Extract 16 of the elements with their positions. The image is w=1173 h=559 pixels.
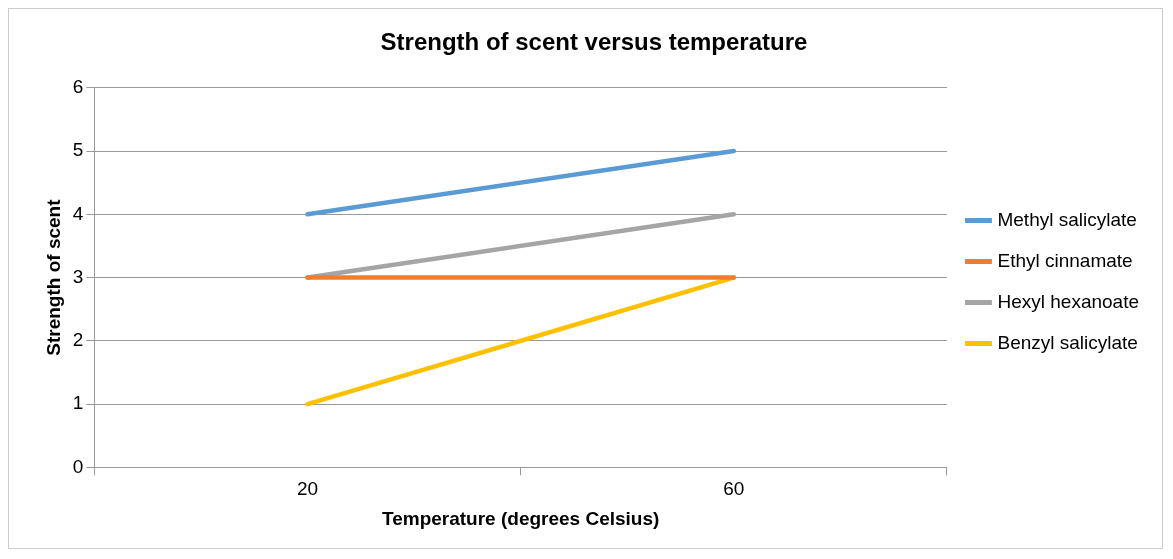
- y-tick-label: 2: [72, 329, 84, 351]
- legend-label: Ethyl cinnamate: [997, 249, 1133, 271]
- x-tick-label: 60: [723, 478, 745, 500]
- y-tick-label: 0: [72, 455, 84, 477]
- legend-label: Hexyl hexanoate: [997, 290, 1140, 312]
- y-axis-title: Strength of scent: [42, 198, 64, 356]
- y-tick-label: 1: [72, 392, 84, 414]
- x-axis-title: Temperature (degrees Celsius): [381, 507, 660, 529]
- chart-title: Strength of scent versus temperature: [380, 28, 808, 56]
- y-tick-label: 6: [72, 76, 84, 98]
- y-tick-label: 4: [72, 202, 84, 224]
- x-tick-label: 20: [296, 478, 319, 500]
- y-tick-label: 5: [72, 139, 84, 161]
- legend-label: Methyl salicylate: [997, 208, 1137, 230]
- y-tick-label: 3: [72, 265, 84, 287]
- legend-label: Benzyl salicylate: [997, 331, 1138, 353]
